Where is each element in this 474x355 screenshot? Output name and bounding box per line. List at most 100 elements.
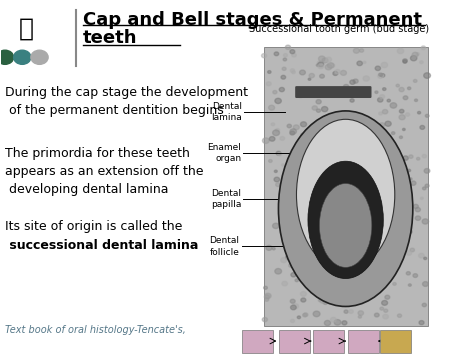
Circle shape bbox=[388, 220, 392, 223]
Circle shape bbox=[389, 269, 392, 272]
Circle shape bbox=[403, 96, 408, 100]
Circle shape bbox=[354, 219, 358, 222]
Circle shape bbox=[413, 204, 419, 208]
Circle shape bbox=[278, 153, 282, 156]
Circle shape bbox=[262, 317, 267, 322]
Circle shape bbox=[275, 98, 282, 104]
Circle shape bbox=[335, 262, 342, 268]
Circle shape bbox=[331, 196, 333, 198]
Circle shape bbox=[291, 186, 294, 188]
Circle shape bbox=[358, 311, 364, 315]
Circle shape bbox=[320, 143, 323, 146]
Circle shape bbox=[339, 137, 344, 142]
Circle shape bbox=[301, 122, 307, 127]
Circle shape bbox=[385, 219, 390, 222]
Circle shape bbox=[365, 134, 370, 138]
Circle shape bbox=[340, 70, 346, 75]
Circle shape bbox=[380, 95, 384, 99]
Circle shape bbox=[364, 160, 369, 165]
Circle shape bbox=[394, 245, 400, 250]
Circle shape bbox=[378, 255, 381, 258]
Circle shape bbox=[283, 179, 286, 182]
Circle shape bbox=[419, 253, 424, 258]
Circle shape bbox=[417, 157, 420, 160]
Circle shape bbox=[360, 200, 363, 203]
Circle shape bbox=[425, 184, 429, 187]
Circle shape bbox=[380, 158, 385, 163]
Circle shape bbox=[363, 61, 366, 64]
Circle shape bbox=[264, 298, 269, 301]
Circle shape bbox=[291, 273, 296, 277]
Circle shape bbox=[290, 50, 295, 54]
Circle shape bbox=[352, 171, 356, 174]
Ellipse shape bbox=[296, 119, 395, 270]
Circle shape bbox=[383, 314, 388, 319]
Circle shape bbox=[326, 204, 332, 209]
Circle shape bbox=[352, 211, 358, 216]
Circle shape bbox=[369, 202, 374, 206]
Circle shape bbox=[421, 46, 426, 50]
Circle shape bbox=[350, 80, 355, 84]
FancyBboxPatch shape bbox=[380, 329, 411, 353]
Circle shape bbox=[336, 178, 340, 181]
Circle shape bbox=[264, 286, 267, 289]
Circle shape bbox=[342, 321, 347, 325]
Circle shape bbox=[300, 185, 303, 188]
Circle shape bbox=[288, 209, 294, 214]
Circle shape bbox=[286, 255, 292, 260]
Circle shape bbox=[378, 73, 383, 78]
Circle shape bbox=[290, 299, 295, 303]
Text: Dental
lamina: Dental lamina bbox=[211, 102, 242, 122]
Circle shape bbox=[317, 61, 321, 64]
Circle shape bbox=[344, 310, 348, 313]
Circle shape bbox=[272, 247, 275, 250]
Circle shape bbox=[406, 272, 410, 275]
Circle shape bbox=[295, 279, 299, 282]
Circle shape bbox=[385, 121, 391, 126]
Circle shape bbox=[373, 180, 380, 186]
Circle shape bbox=[359, 169, 365, 174]
Circle shape bbox=[302, 313, 307, 317]
Circle shape bbox=[424, 257, 427, 260]
Circle shape bbox=[293, 125, 299, 130]
Circle shape bbox=[422, 219, 428, 224]
Circle shape bbox=[325, 92, 331, 97]
Circle shape bbox=[381, 130, 386, 135]
Circle shape bbox=[325, 65, 332, 70]
Circle shape bbox=[380, 123, 384, 127]
Circle shape bbox=[350, 99, 354, 102]
Circle shape bbox=[274, 177, 280, 182]
Circle shape bbox=[312, 173, 316, 176]
Circle shape bbox=[313, 311, 320, 317]
FancyBboxPatch shape bbox=[313, 329, 344, 353]
Circle shape bbox=[276, 151, 281, 155]
Circle shape bbox=[385, 295, 390, 299]
Circle shape bbox=[340, 301, 344, 304]
Circle shape bbox=[376, 264, 382, 269]
Circle shape bbox=[338, 166, 345, 171]
Circle shape bbox=[420, 125, 425, 129]
Circle shape bbox=[14, 50, 31, 64]
Circle shape bbox=[381, 73, 385, 77]
Ellipse shape bbox=[308, 161, 383, 279]
Circle shape bbox=[357, 61, 363, 66]
Circle shape bbox=[317, 109, 320, 112]
FancyBboxPatch shape bbox=[279, 329, 310, 353]
Circle shape bbox=[276, 183, 280, 186]
Circle shape bbox=[393, 174, 397, 177]
Circle shape bbox=[301, 291, 306, 296]
Circle shape bbox=[322, 257, 327, 260]
Circle shape bbox=[31, 50, 48, 64]
Circle shape bbox=[390, 103, 397, 108]
Circle shape bbox=[281, 75, 286, 79]
Circle shape bbox=[301, 133, 306, 137]
Circle shape bbox=[353, 189, 358, 194]
Circle shape bbox=[307, 168, 310, 170]
Circle shape bbox=[342, 214, 348, 220]
Circle shape bbox=[424, 169, 430, 173]
Circle shape bbox=[275, 129, 280, 132]
Circle shape bbox=[399, 87, 404, 92]
Circle shape bbox=[302, 272, 308, 277]
Circle shape bbox=[367, 215, 372, 220]
Circle shape bbox=[264, 293, 271, 299]
